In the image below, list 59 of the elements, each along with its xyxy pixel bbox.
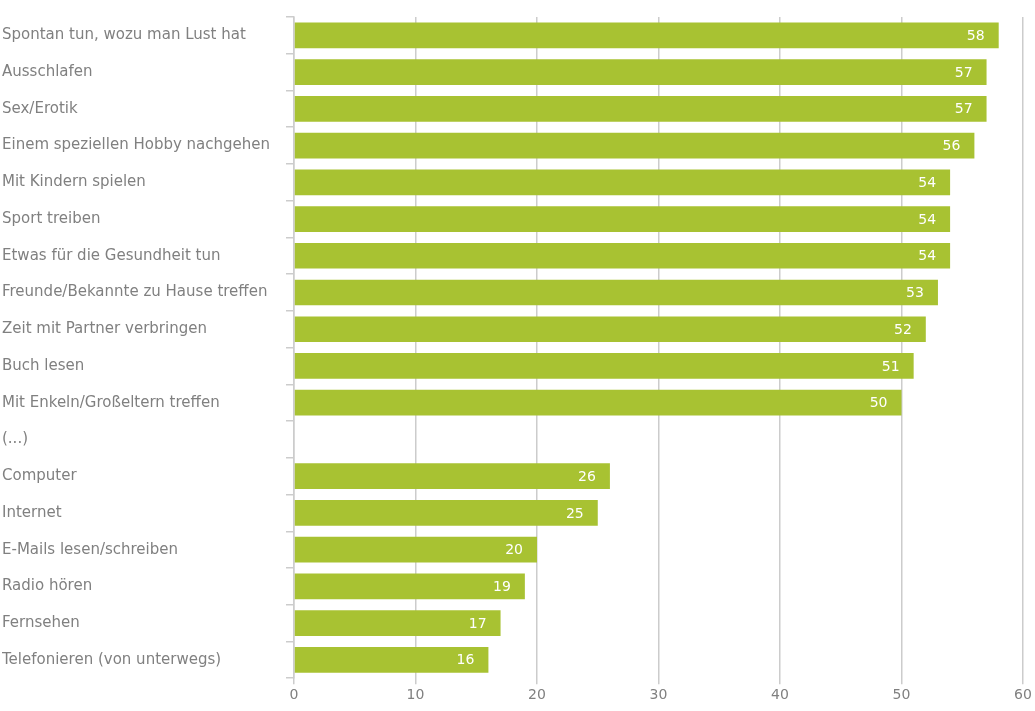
data-label: 19 [493,578,511,595]
data-label: 17 [468,614,487,631]
y-tick-label: Etwas für die Gesundheit tun [2,245,221,264]
bar [294,610,501,636]
bar [294,573,525,600]
bar [294,206,951,232]
y-tick-label: Einem speziellen Hobby nachgehen [2,135,271,154]
y-tick-label: Fernsehen [2,612,80,631]
data-label: 20 [505,541,524,558]
y-tick-label: Sport treiben [2,208,101,227]
x-tick-label: 20 [528,686,546,703]
data-label: 51 [881,357,900,374]
bar [294,316,926,343]
y-tick-label: Zeit mit Partner verbringen [2,319,207,338]
x-tick-label: 50 [892,686,911,703]
bar [294,463,610,490]
bar [294,169,951,196]
bar [294,536,538,563]
bar [294,59,987,85]
bar [294,389,902,416]
bar [294,646,489,673]
y-tick-label: (...) [2,429,29,448]
data-label: 54 [918,173,937,190]
data-label: 54 [918,247,937,264]
data-label: 53 [906,284,924,301]
data-label: 56 [942,137,961,154]
x-tick-label: 60 [1014,686,1032,703]
x-tick-label: 30 [649,686,668,703]
data-label: 54 [918,210,937,227]
y-tick-label: E-Mails lesen/schreiben [2,539,179,558]
y-tick-label: Internet [2,502,62,521]
bar [294,95,987,122]
y-tick-label: Sex/Erotik [2,98,78,117]
y-tick-label: Freunde/Bekannte zu Hause treffen [2,282,268,301]
y-tick-label: Mit Kindern spielen [2,172,146,191]
y-tick-label: Computer [2,466,78,485]
bar [294,353,914,379]
x-tick-label: 0 [289,686,299,703]
y-tick-label: Radio hören [2,576,93,595]
bar [294,500,598,526]
data-label: 50 [869,394,888,411]
y-tick-label: Spontan tun, wozu man Lust hat [2,25,246,44]
y-tick-label: Ausschlafen [2,61,93,80]
bar [294,242,951,269]
data-label: 16 [456,651,475,668]
y-tick-label: Buch lesen [2,355,85,374]
y-tick-label: Mit Enkeln/Großeltern treffen [2,392,220,411]
y-tick-label: Telefonieren (von unterwegs) [1,649,222,668]
bar [294,132,975,159]
data-label: 57 [954,63,973,80]
bar [294,279,938,306]
data-label: 25 [565,504,584,521]
data-label: 58 [966,27,985,44]
x-tick-label: 40 [771,686,789,703]
data-label: 26 [578,467,596,484]
data-label: 57 [954,100,973,117]
data-label: 52 [893,320,912,337]
x-tick-label: 10 [406,686,425,703]
bar [294,22,999,49]
